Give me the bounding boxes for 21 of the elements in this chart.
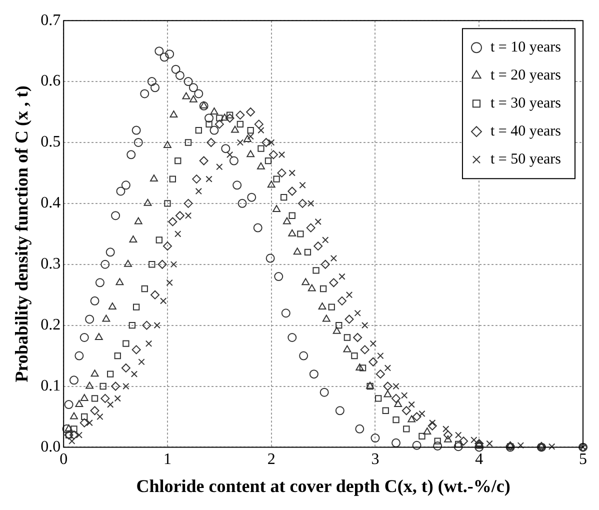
legend-label: t = 10 years [490,40,562,56]
legend-label: t = 40 years [490,124,562,140]
x-tick-label: 4 [475,451,484,468]
y-axis-title: Probability density function of C (x , t) [11,86,32,382]
y-tick-label: 0.1 [40,377,61,394]
y-tick-label: 0.2 [40,316,61,334]
legend-label: t = 50 years [490,152,562,168]
y-tick-label: 0.4 [40,194,61,212]
x-tick-label: 2 [267,451,276,468]
legend-label: t = 20 years [490,68,562,84]
x-axis-title: Chloride content at cover depth C(x, t) (wt.-%/c) [136,476,510,496]
y-tick-label: 0.6 [40,72,61,90]
legend-label: t = 30 years [490,96,562,112]
y-tick-label: 0.3 [40,256,61,273]
x-tick-label: 3 [371,451,380,468]
y-tick-label: 0.7 [40,12,61,29]
y-tick-label: 0.5 [40,134,61,151]
y-tick-label: 0.0 [40,438,61,456]
x-tick-label: 0 [60,451,68,468]
x-tick-label: 1 [163,451,172,468]
x-tick-label: 5 [579,451,587,468]
